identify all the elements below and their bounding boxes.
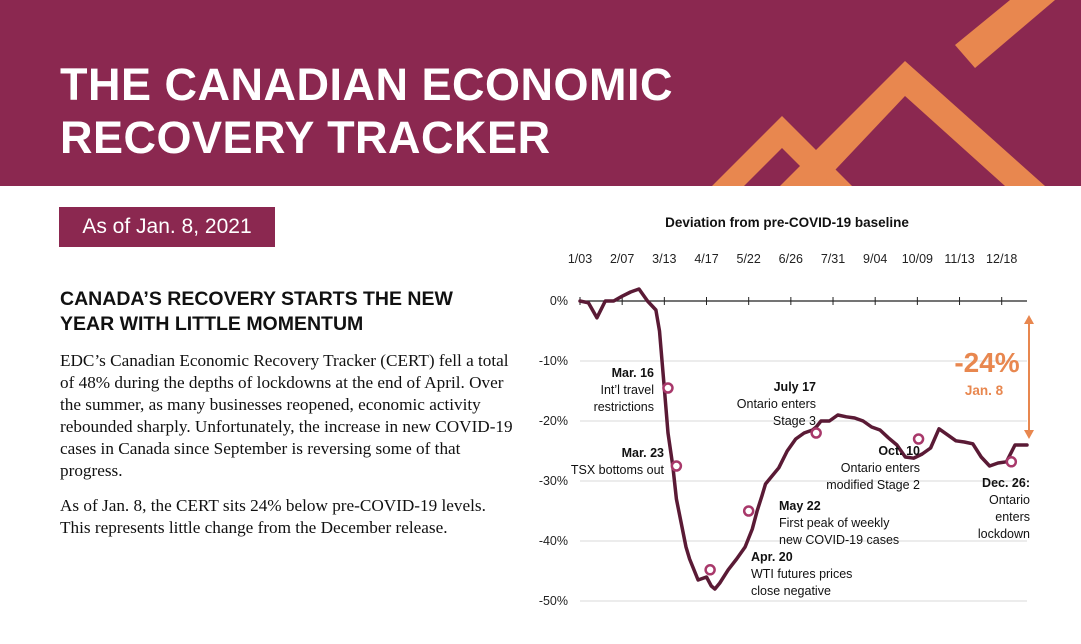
y-gridlines [580, 360, 1027, 602]
y-tick-label: -40% [539, 534, 568, 548]
annotation-title: July 17 [774, 380, 816, 394]
x-tick-label: 2/07 [610, 252, 634, 266]
chevron-top-shape [955, 0, 1055, 68]
header-banner: THE CANADIAN ECONOMIC RECOVERY TRACKER [0, 0, 1081, 186]
x-tick-label: 12/18 [986, 252, 1017, 266]
chart-title: Deviation from pre-COVID-19 baseline [665, 215, 909, 230]
as-of-date-badge: As of Jan. 8, 2021 [59, 207, 275, 247]
callout-arrow [1024, 315, 1034, 439]
event-marker [1005, 456, 1018, 468]
annotation-text: Int’l travel [601, 383, 655, 397]
annotation-text: Stage 3 [773, 414, 816, 428]
y-tick-label: -20% [539, 414, 568, 428]
cert-series-line [578, 287, 1029, 591]
x-tick-label: 6/26 [779, 252, 803, 266]
annotation-title: Dec. 26: [982, 476, 1030, 490]
annotation-text: lockdown [978, 527, 1030, 541]
callout-date: Jan. 8 [965, 383, 1004, 398]
x-axis [579, 297, 1027, 305]
paragraph-2: As of Jan. 8, the CERT sits 24% below pr… [60, 496, 486, 537]
article-body: EDC’s Canadian Economic Recovery Tracker… [60, 350, 520, 552]
event-markers [662, 382, 1018, 576]
annotation-text: restrictions [594, 400, 654, 414]
annotation-text: enters [995, 510, 1030, 524]
callout-value: -24% [954, 347, 1019, 378]
event-annotations: Mar. 16 Int’l travel restrictions Mar. 23 TS… [571, 366, 1030, 598]
annotation-title: May 22 [779, 499, 821, 513]
annotation-text: modified Stage 2 [826, 478, 920, 492]
article-headline: CANADA’S RECOVERY STARTS THE NEW YEAR WI… [60, 287, 500, 337]
annotation-text: new COVID-19 cases [779, 533, 899, 547]
x-tick-label: 9/04 [863, 252, 887, 266]
y-tick-label: 0% [550, 294, 568, 308]
x-tick-label: 10/09 [902, 252, 933, 266]
y-tick-label: -30% [539, 474, 568, 488]
x-tick-label: 4/17 [694, 252, 718, 266]
chevron-mid-shape [780, 61, 1045, 186]
x-tick-label: 11/13 [944, 252, 974, 266]
event-marker [704, 564, 716, 576]
page-title: THE CANADIAN ECONOMIC RECOVERY TRACKER [60, 58, 673, 164]
headline-line-1: CANADA’S RECOVERY STARTS THE NEW [60, 288, 453, 310]
chevron-decoration [712, 0, 1055, 186]
x-axis-labels: 1/03 2/07 3/13 4/17 5/22 6/26 7/31 9/04 10/09 11/… [568, 252, 1018, 266]
x-tick-label: 7/31 [821, 252, 845, 266]
annotation-text: Ontario [989, 493, 1030, 507]
title-line-1: THE CANADIAN ECONOMIC [60, 59, 673, 110]
annotation-title: Oct. 10 [878, 444, 920, 458]
y-tick-label: -10% [539, 354, 568, 368]
y-axis-labels: 0% -10% -20% -30% -40% -50% [539, 294, 568, 608]
headline-line-2: YEAR WITH LITTLE MOMENTUM [60, 313, 364, 335]
x-tick-label: 3/13 [652, 252, 676, 266]
event-marker [912, 433, 925, 445]
title-line-2: RECOVERY TRACKER [60, 112, 551, 163]
paragraph-1: EDC’s Canadian Economic Recovery Tracker… [60, 351, 513, 480]
callout-arrow-head-top [1024, 315, 1034, 324]
x-tick-label: 5/22 [737, 252, 761, 266]
cert-line-chart: Deviation from pre-COVID-19 baseline 0% -… [539, 215, 1034, 608]
event-marker [662, 382, 674, 394]
callout-arrow-head-bottom [1024, 430, 1034, 439]
x-tick-label: 1/03 [568, 252, 592, 266]
y-tick-label: -50% [539, 594, 568, 608]
annotation-text: Ontario enters [737, 397, 816, 411]
annotation-text: First peak of weekly [779, 516, 890, 530]
annotation-text: Ontario enters [841, 461, 920, 475]
event-marker [670, 460, 683, 472]
annotation-title: Apr. 20 [751, 550, 793, 564]
annotation-text: TSX bottoms out [571, 463, 665, 477]
event-marker [742, 505, 755, 517]
annotation-text: WTI futures prices [751, 567, 852, 581]
annotation-title: Mar. 23 [622, 446, 664, 460]
annotation-title: Mar. 16 [612, 366, 654, 380]
annotation-text: close negative [751, 584, 831, 598]
event-marker [810, 427, 822, 439]
